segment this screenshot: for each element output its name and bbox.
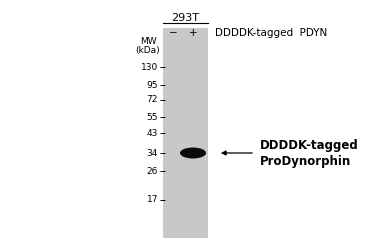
Text: MW: MW — [140, 38, 156, 46]
Text: +: + — [189, 28, 197, 38]
Text: 55: 55 — [147, 112, 158, 122]
Text: −: − — [169, 28, 177, 38]
Text: 293T: 293T — [171, 13, 199, 23]
Text: DDDDK-tagged
ProDynorphin: DDDDK-tagged ProDynorphin — [260, 138, 359, 168]
Ellipse shape — [180, 148, 206, 158]
Text: 17: 17 — [147, 196, 158, 204]
Text: 95: 95 — [147, 80, 158, 90]
Bar — [163, 28, 208, 238]
Text: 43: 43 — [147, 128, 158, 138]
Text: DDDDK-tagged  PDYN: DDDDK-tagged PDYN — [215, 28, 327, 38]
Text: 34: 34 — [147, 148, 158, 158]
Text: 130: 130 — [141, 62, 158, 72]
Text: (kDa): (kDa) — [136, 46, 160, 56]
Text: 26: 26 — [147, 166, 158, 175]
Text: 72: 72 — [147, 96, 158, 104]
